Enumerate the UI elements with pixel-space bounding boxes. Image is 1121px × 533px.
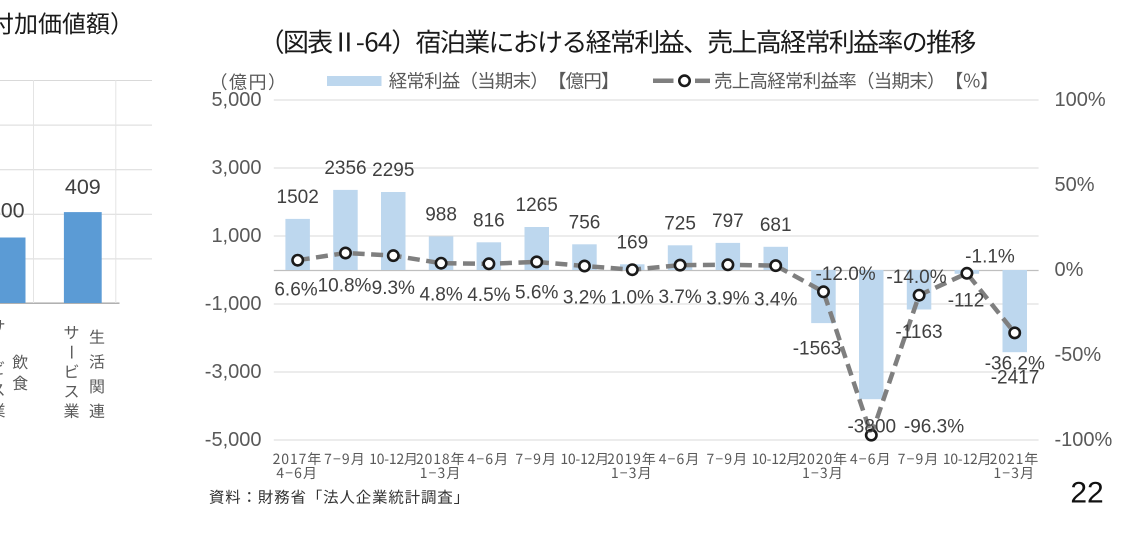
svg-text:50%: 50% [1055,174,1095,196]
svg-text:10.8%: 10.8% [318,276,372,297]
svg-text:-1563: -1563 [793,339,842,360]
svg-text:1265: 1265 [516,195,558,216]
svg-text:-1,000: -1,000 [205,293,262,315]
svg-text:3,000: 3,000 [211,157,261,179]
svg-text:169: 169 [616,232,648,253]
svg-text:816: 816 [473,210,505,231]
svg-text:4.5%: 4.5% [467,285,510,306]
svg-text:3.2%: 3.2% [563,287,606,308]
svg-text:0%: 0% [1055,259,1084,281]
svg-text:-12.0%: -12.0% [815,264,875,285]
svg-text:-1163: -1163 [895,322,942,343]
svg-text:1,000: 1,000 [211,225,261,247]
svg-text:797: 797 [712,211,744,232]
svg-text:-3800: -3800 [847,417,896,438]
svg-text:409: 409 [65,175,101,199]
svg-text:2356: 2356 [324,158,366,179]
svg-text:681: 681 [760,215,792,236]
svg-text:-1.1%: -1.1% [965,246,1015,267]
svg-text:6.6%: 6.6% [274,279,317,300]
svg-text:-36.2%: -36.2% [985,354,1045,375]
svg-text:4.8%: 4.8% [419,285,462,306]
svg-text:5.6%: 5.6% [515,283,558,304]
svg-text:22: 22 [1070,477,1103,510]
svg-text:-14.0%: -14.0% [886,267,946,288]
svg-text:-100%: -100% [1055,429,1113,451]
svg-text:-2417: -2417 [991,368,1040,389]
svg-text:-112: -112 [948,291,985,312]
svg-text:3.9%: 3.9% [706,289,749,310]
svg-text:2295: 2295 [372,160,414,181]
svg-text:-5,000: -5,000 [205,429,262,451]
svg-text:5,000: 5,000 [211,89,261,111]
svg-text:-50%: -50% [1055,344,1102,366]
svg-text:1.0%: 1.0% [611,288,654,309]
svg-text:-96.3%: -96.3% [904,417,964,438]
svg-text:988: 988 [425,204,457,225]
svg-text:1502: 1502 [277,187,319,208]
svg-text:725: 725 [664,213,696,234]
svg-text:756: 756 [569,212,601,233]
svg-text:3.7%: 3.7% [658,287,701,308]
svg-text:400: 400 [0,199,25,223]
svg-text:9.3%: 9.3% [372,278,415,299]
svg-text:3.4%: 3.4% [754,289,797,310]
svg-text:100%: 100% [1055,89,1106,111]
svg-text:-3,000: -3,000 [205,361,262,383]
